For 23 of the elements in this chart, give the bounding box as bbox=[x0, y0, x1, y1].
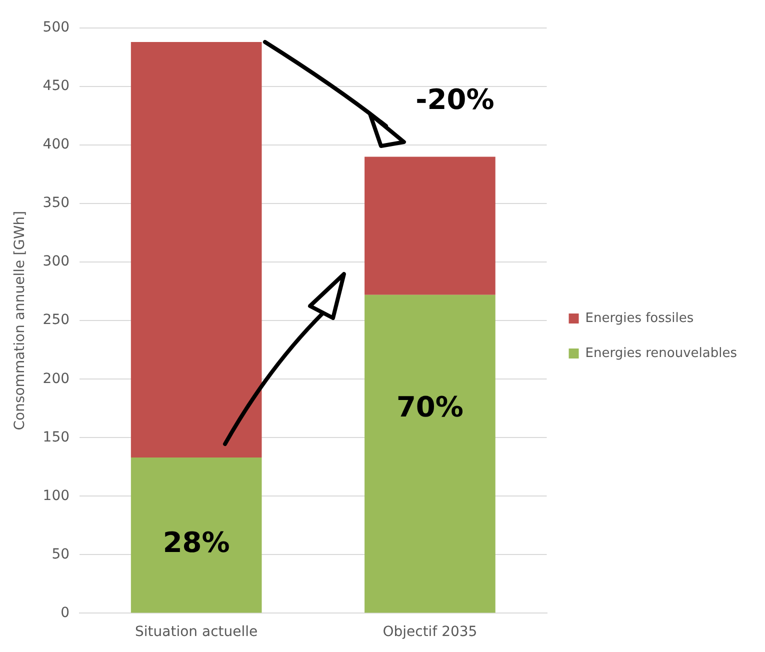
x-tick-label: Objectif 2035 bbox=[382, 624, 478, 640]
y-tick-label: 350 bbox=[42, 195, 70, 212]
bar bbox=[130, 458, 262, 613]
y-tick-label: 450 bbox=[42, 78, 70, 94]
y-tick-label: 300 bbox=[42, 254, 70, 270]
y-tick-label: 250 bbox=[42, 312, 70, 328]
legend-label: Energies renouvelables bbox=[585, 346, 738, 361]
annotation: 28% bbox=[162, 526, 230, 559]
y-tick-label: 0 bbox=[60, 604, 70, 621]
y-axis-title: Consommation annuelle [GWh] bbox=[12, 210, 28, 430]
y-tick-label: 400 bbox=[42, 136, 70, 153]
bar bbox=[364, 156, 496, 295]
y-tick-label: 50 bbox=[52, 546, 70, 562]
bar bbox=[130, 42, 262, 458]
annotation: -20% bbox=[416, 83, 494, 116]
legend-label: Energies fossiles bbox=[585, 310, 694, 326]
bar bbox=[364, 294, 496, 613]
x-tick-label: Situation actuelle bbox=[135, 624, 258, 640]
y-tick-label: 500 bbox=[42, 20, 70, 36]
y-tick-label: 150 bbox=[42, 429, 70, 446]
annotation: 70% bbox=[396, 390, 464, 424]
y-tick-label: 200 bbox=[42, 370, 70, 387]
y-tick-label: 100 bbox=[42, 488, 70, 504]
